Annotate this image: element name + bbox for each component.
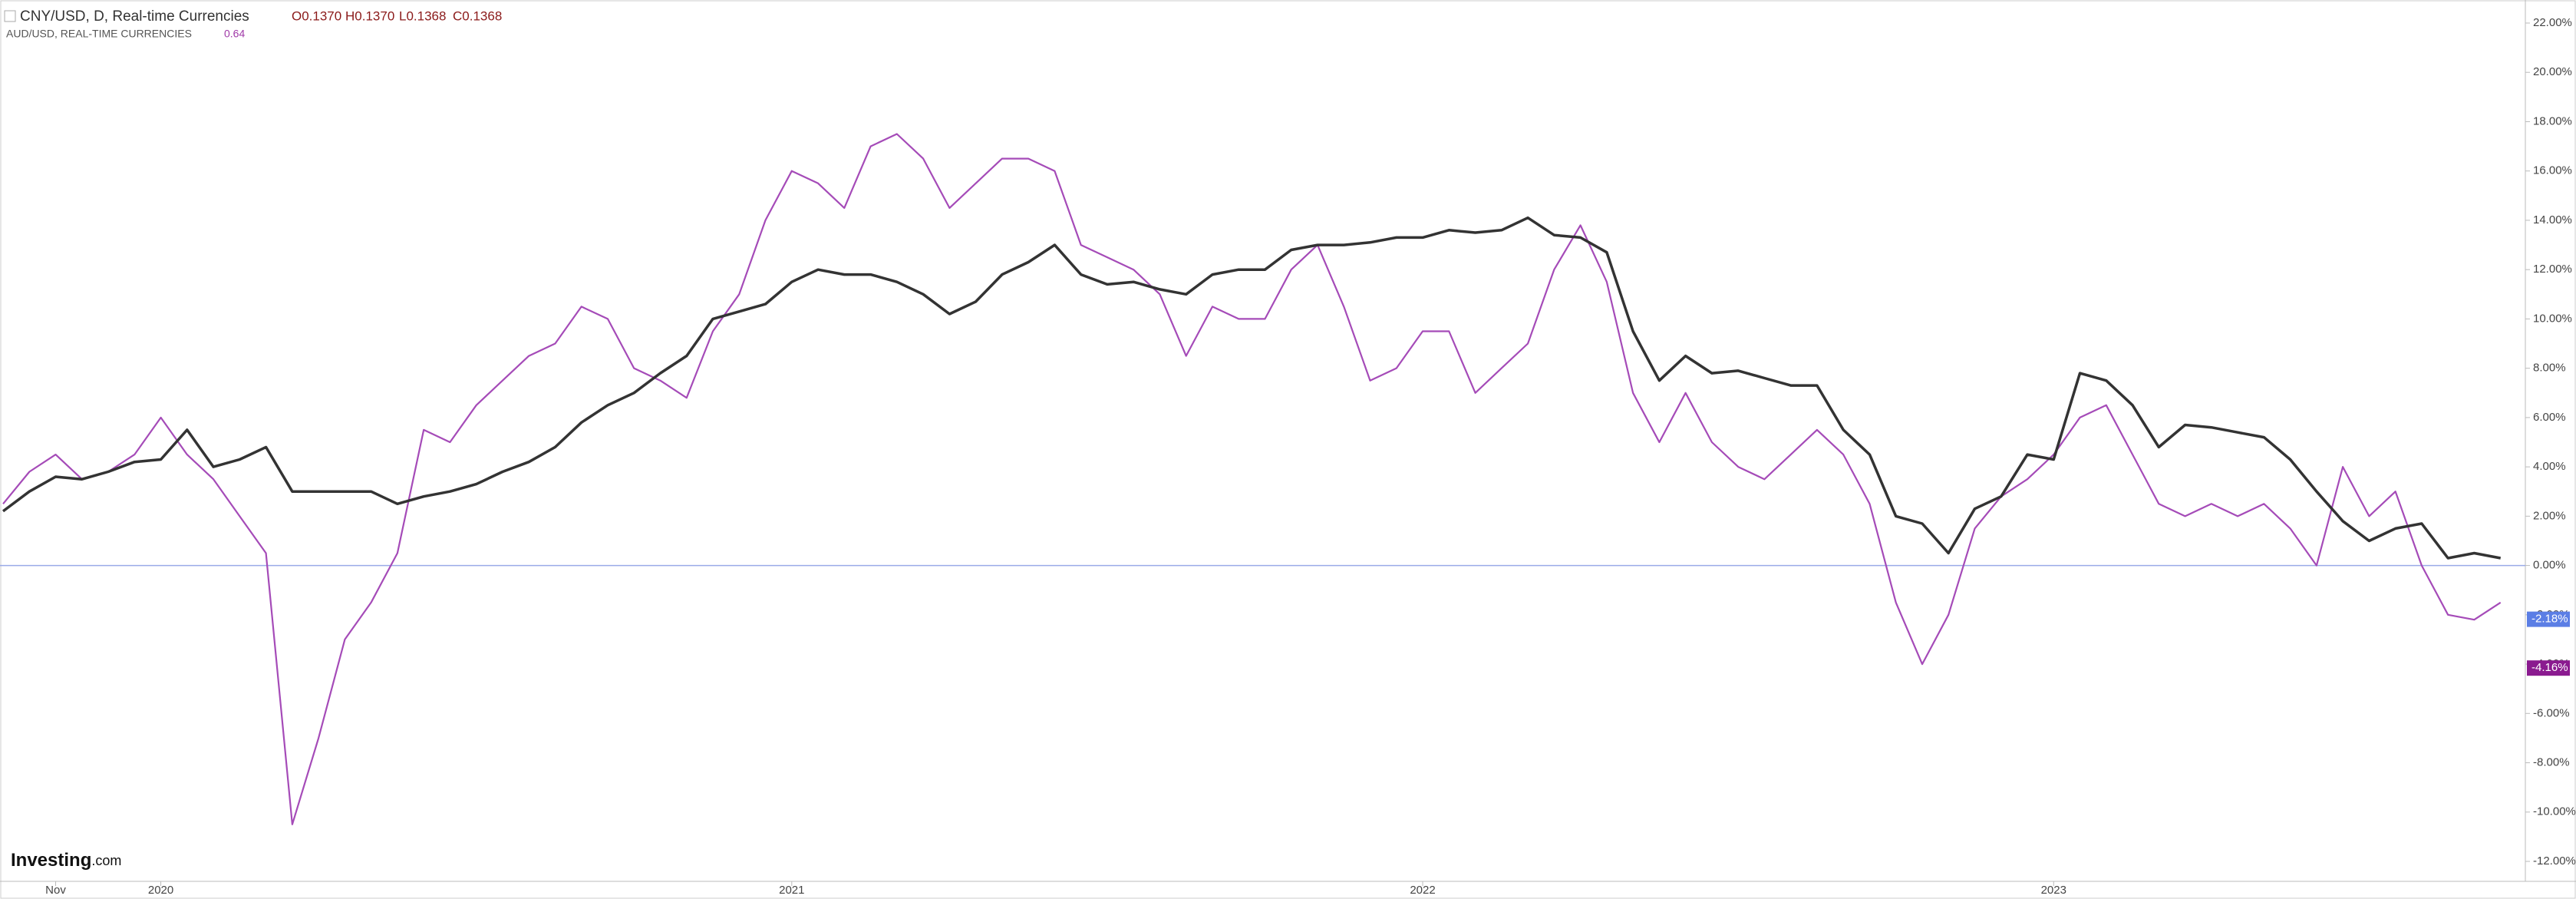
ohlc-value: H0.1370 [345,8,394,23]
y-tick-label: 0.00% [2533,559,2566,572]
ohlc-value: L0.1368 [399,8,446,23]
x-tick-label: 2020 [148,884,173,897]
logo-main: Investing [11,850,91,871]
subtitle-value: 0.64 [224,28,245,40]
y-tick-label: 16.00% [2533,164,2572,177]
x-tick-label: 2021 [779,884,804,897]
y-tick-label: 10.00% [2533,312,2572,325]
y-tick-label: -10.00% [2533,805,2576,818]
price-tag [2527,611,2570,627]
y-tick-label: -8.00% [2533,755,2570,768]
price-tag [2527,660,2570,676]
y-tick-label: 6.00% [2533,411,2566,424]
y-tick-label: 12.00% [2533,263,2572,276]
collapse-icon[interactable] [4,10,16,22]
price-tag-label: -2.18% [2531,613,2568,626]
logo: Investing.com [11,850,121,871]
chart-subtitle: AUD/USD, REAL-TIME CURRENCIES [6,28,192,40]
y-tick-label: 14.00% [2533,213,2572,226]
y-tick-label: 20.00% [2533,65,2572,78]
ohlc-value: O0.1370 [292,8,341,23]
chart-title: CNY/USD, D, Real-time Currencies [20,8,249,25]
y-tick-label: -6.00% [2533,706,2570,719]
x-tick-label: 2022 [1410,884,1435,897]
y-tick-label: 8.00% [2533,362,2566,375]
y-tick-label: 2.00% [2533,509,2566,522]
series-line [2,216,2502,560]
ohlc-value: C0.1368 [453,8,502,23]
series-line [2,133,2502,825]
x-tick-label: Nov [45,884,66,897]
y-tick-label: 18.00% [2533,114,2572,127]
x-tick-label: 2023 [2041,884,2066,897]
price-tag-label: -4.16% [2531,661,2568,674]
y-tick-label: 4.00% [2533,460,2566,473]
logo-suffix: .com [91,853,121,868]
y-tick-label: 22.00% [2533,16,2572,29]
y-tick-label: -12.00% [2533,854,2576,868]
